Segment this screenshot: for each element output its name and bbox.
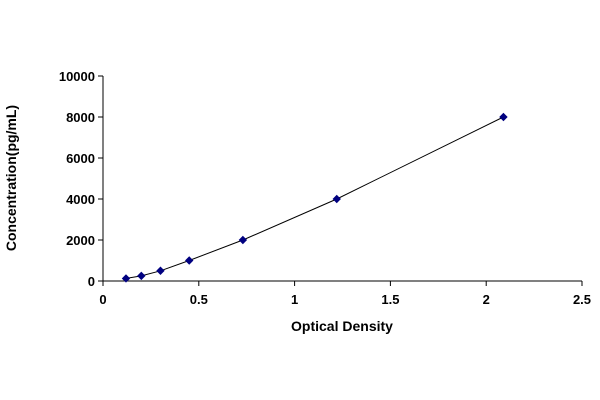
- x-tick-label: 2.5: [573, 292, 591, 307]
- trendline: [125, 116, 504, 279]
- x-tick-label: 2: [483, 292, 490, 307]
- data-point: [185, 256, 194, 265]
- x-tick-label: 0.5: [190, 292, 208, 307]
- data-point: [137, 271, 146, 281]
- data-point: [121, 274, 131, 283]
- y-tick-label: 8000: [66, 110, 95, 125]
- data-point: [499, 112, 508, 122]
- y-tick-label: 4000: [66, 192, 95, 207]
- x-axis-ticks: 0 0.5 1 1.5 2 2.5: [99, 281, 591, 307]
- data-point: [156, 266, 165, 275]
- x-tick-label: 1: [291, 292, 298, 307]
- data-points: [121, 112, 508, 283]
- x-axis-title: Optical Density: [291, 318, 393, 334]
- x-tick-label: 0: [99, 292, 106, 307]
- y-tick-label: 2000: [66, 233, 95, 248]
- y-tick-label: 6000: [66, 151, 95, 166]
- data-point: [332, 194, 341, 204]
- y-tick-label: 0: [88, 274, 95, 289]
- x-tick-label: 1.5: [381, 292, 399, 307]
- y-axis-ticks: 0 2000 4000 6000 8000 10000: [59, 69, 103, 289]
- y-axis-title: Concentration(pg/mL): [3, 105, 19, 251]
- data-point: [238, 235, 248, 245]
- y-tick-label: 10000: [59, 69, 95, 84]
